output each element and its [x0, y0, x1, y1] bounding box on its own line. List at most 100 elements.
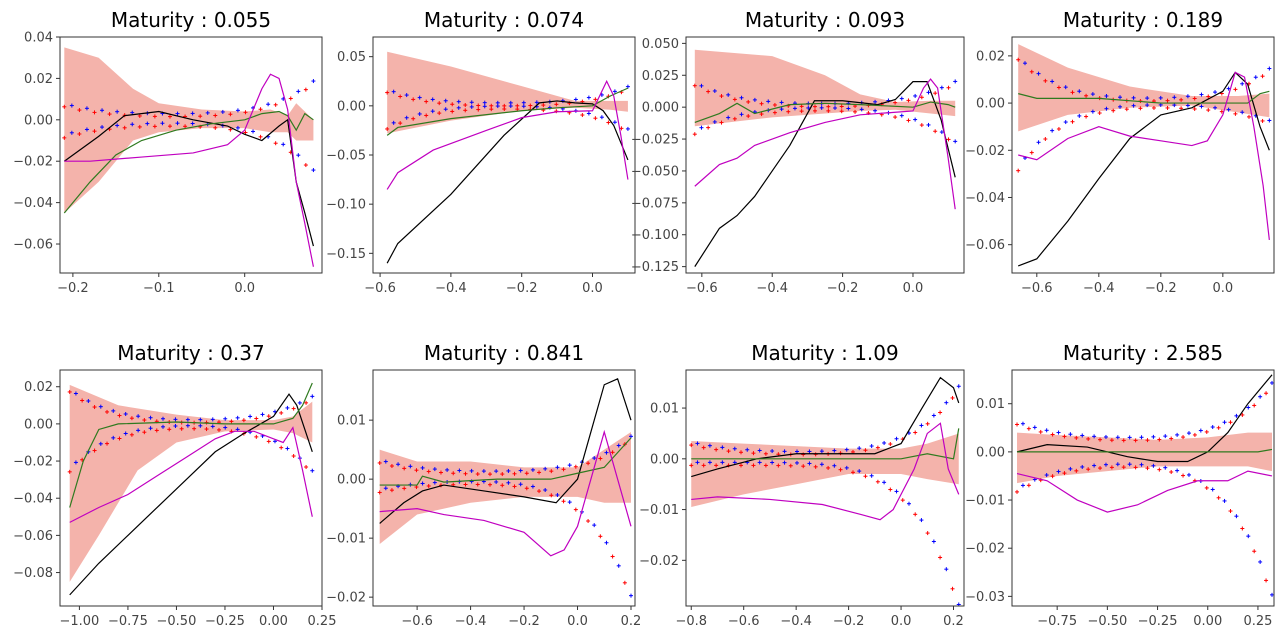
y-tick-label: −0.025 [631, 133, 679, 148]
x-tick-label: −0.8 [675, 614, 707, 629]
marker-upper-point [389, 464, 394, 469]
marker-lower-point [707, 460, 712, 465]
marker-upper-point [402, 466, 407, 471]
marker-lower-point [175, 121, 180, 126]
marker-upper-point [894, 436, 899, 441]
marker-lower-point [561, 499, 566, 504]
marker-upper-point [258, 107, 263, 112]
marker-upper-point [926, 90, 931, 95]
series-line-green [69, 382, 313, 508]
marker-lower-point [1043, 137, 1048, 142]
marker-upper-point [882, 440, 887, 445]
marker-lower-point [1121, 465, 1126, 470]
marker-upper-point [463, 471, 468, 476]
series-line-green [386, 87, 629, 136]
subplot-title: Maturity : 0.189 [1063, 8, 1223, 32]
series-line-magenta [386, 79, 629, 190]
marker-lower-point [148, 426, 153, 431]
marker-lower-point [266, 439, 271, 444]
marker-lower-point [432, 480, 437, 485]
marker-lower-point [695, 460, 700, 465]
plot-area [692, 49, 958, 267]
marker-upper-point [1080, 433, 1085, 438]
marker-lower-point [502, 107, 507, 112]
marker-upper-point [383, 459, 388, 464]
x-tick-label: 0.0 [234, 281, 255, 296]
marker-upper-point [469, 468, 474, 473]
marker-lower-point [463, 482, 468, 487]
marker-lower-point [1131, 103, 1136, 108]
x-tick-label: −0.2 [1145, 281, 1177, 296]
marker-upper-point [235, 415, 240, 420]
marker-upper-point [1222, 420, 1227, 425]
marker-upper-point [699, 83, 704, 88]
marker-upper-point [528, 103, 533, 108]
marker-upper-point [123, 411, 128, 416]
marker-upper-point [695, 441, 700, 446]
marker-upper-point [931, 413, 936, 418]
marker-upper-point [1133, 438, 1138, 443]
marker-lower-point [398, 121, 403, 126]
marker-upper-point [173, 417, 178, 422]
marker-upper-point [430, 97, 435, 102]
marker-upper-point [450, 102, 455, 107]
marker-lower-point [1026, 483, 1031, 488]
marker-upper-point [573, 464, 578, 469]
marker-lower-point [1139, 462, 1144, 467]
marker-lower-point [216, 427, 221, 432]
marker-lower-point [689, 463, 694, 468]
x-tick-label: −0.75 [1037, 614, 1077, 629]
marker-upper-point [795, 449, 800, 454]
y-tick-label: −0.10 [326, 198, 366, 213]
marker-lower-point [732, 460, 737, 465]
marker-upper-point [1199, 92, 1204, 97]
marker-lower-point [1092, 463, 1097, 468]
marker-upper-point [1115, 435, 1120, 440]
marker-lower-point [1210, 487, 1215, 492]
marker-lower-point [1264, 578, 1269, 583]
marker-upper-point [1151, 434, 1156, 439]
marker-upper-point [185, 417, 190, 422]
marker-lower-point [521, 104, 526, 109]
marker-lower-point [819, 462, 824, 467]
marker-upper-point [437, 101, 442, 106]
marker-lower-point [430, 109, 435, 114]
marker-lower-point [1246, 114, 1251, 119]
marker-upper-point [152, 114, 157, 119]
marker-upper-point [1062, 434, 1067, 439]
marker-lower-point [850, 470, 855, 475]
marker-upper-point [161, 416, 166, 421]
marker-lower-point [204, 427, 209, 432]
marker-upper-point [1234, 413, 1239, 418]
marker-lower-point [417, 111, 422, 116]
confidence-band [1018, 44, 1270, 132]
y-tick-label: 0.00 [976, 97, 1005, 112]
marker-lower-point [888, 487, 893, 492]
marker-upper-point [925, 421, 930, 426]
marker-lower-point [1016, 168, 1021, 173]
marker-lower-point [512, 484, 517, 489]
y-tick-label: 0.00 [24, 417, 53, 432]
marker-upper-point [1145, 438, 1150, 443]
confidence-band [69, 384, 313, 582]
marker-upper-point [746, 99, 751, 104]
marker-lower-point [1252, 549, 1257, 554]
x-tick-label: −0.2 [833, 614, 865, 629]
marker-lower-point [746, 114, 751, 119]
marker-upper-point [69, 103, 74, 108]
marker-lower-point [604, 540, 609, 545]
series-line-magenta [694, 78, 956, 210]
plot-area [377, 378, 633, 598]
marker-upper-point [521, 100, 526, 105]
marker-upper-point [228, 112, 233, 117]
marker-lower-point [1029, 150, 1034, 155]
marker-upper-point [506, 468, 511, 473]
marker-upper-point [92, 405, 97, 410]
marker-lower-point [105, 441, 110, 446]
marker-upper-point [1103, 434, 1108, 439]
marker-lower-point [692, 132, 697, 137]
marker-upper-point [67, 389, 72, 394]
marker-lower-point [1050, 474, 1055, 479]
marker-lower-point [776, 463, 781, 468]
